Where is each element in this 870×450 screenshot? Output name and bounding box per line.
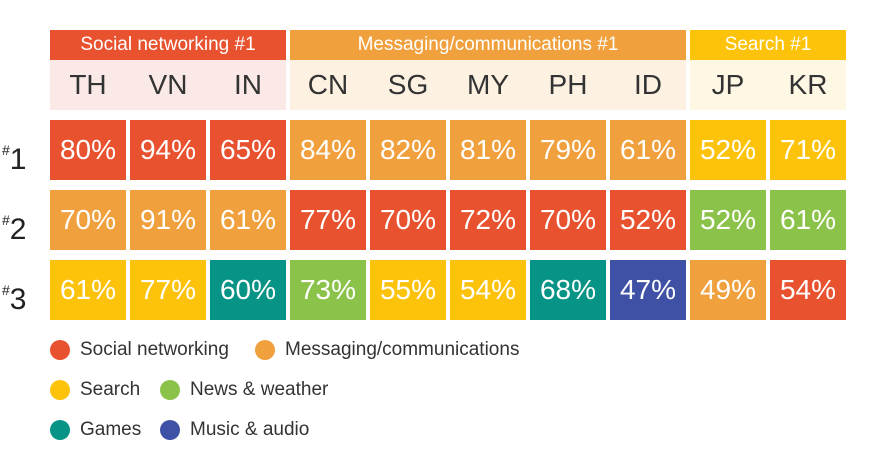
rank-label: #2 (2, 190, 46, 250)
country-label: SG (387, 69, 429, 100)
group-header: Social networking #1 (50, 30, 286, 60)
ranking-cell: 81% (450, 120, 526, 180)
ranking-cell: 84% (290, 120, 366, 180)
country-label: MY (467, 69, 509, 100)
ranking-cell: 68% (530, 260, 606, 320)
ranking-cell: 73% (290, 260, 366, 320)
ranking-cell: 71% (770, 120, 846, 180)
legend-dot (50, 340, 70, 360)
legend-dot (160, 420, 180, 440)
rank-number: 1 (9, 143, 27, 176)
ranking-cell: 82% (370, 120, 446, 180)
ranking-cell: 52% (690, 120, 766, 180)
group-header: Messaging/communications #1 (290, 30, 686, 60)
legend-dot (255, 340, 275, 360)
country-label: KR (788, 69, 828, 100)
ranking-cell: 79% (530, 120, 606, 180)
ranking-cell: 70% (370, 190, 446, 250)
legend-label: Messaging/communications (285, 339, 520, 360)
ranking-cell: 55% (370, 260, 446, 320)
rank-label: #1 (2, 120, 46, 180)
group-header: Search #1 (690, 30, 846, 60)
legend-item: Games (50, 418, 141, 442)
legend-item: Music & audio (160, 418, 309, 442)
ranking-cell: 91% (130, 190, 206, 250)
legend-item: Social networking (50, 338, 229, 362)
rank-mark: # (2, 212, 10, 228)
ranking-cell: 70% (50, 190, 126, 250)
rank-number: 3 (9, 283, 27, 316)
ranking-cell: 52% (690, 190, 766, 250)
legend-label: Music & audio (190, 419, 310, 440)
ranking-cell: 61% (770, 190, 846, 250)
legend-item: Messaging/communications (255, 338, 519, 362)
ranking-cell: 54% (450, 260, 526, 320)
country-label: CN (307, 69, 349, 100)
ranking-cell: 80% (50, 120, 126, 180)
ranking-cell: 60% (210, 260, 286, 320)
country-band (50, 60, 286, 110)
legend-label: News & weather (190, 379, 329, 400)
rank-mark: # (2, 142, 10, 158)
ranking-cell: 61% (50, 260, 126, 320)
country-label: VN (148, 69, 188, 100)
legend-dot (50, 420, 70, 440)
ranking-cell: 47% (610, 260, 686, 320)
ranking-cell: 65% (210, 120, 286, 180)
ranking-cell: 49% (690, 260, 766, 320)
country-band (690, 60, 846, 110)
rank-mark: # (2, 282, 10, 298)
ranking-cell: 52% (610, 190, 686, 250)
ranking-cell: 72% (450, 190, 526, 250)
legend-label: Games (80, 419, 142, 440)
ranking-cell: 61% (610, 120, 686, 180)
country-label: ID (634, 69, 662, 100)
ranking-cell: 70% (530, 190, 606, 250)
country-label: JP (711, 69, 745, 100)
ranking-cell: 61% (210, 190, 286, 250)
ranking-cell: 77% (130, 260, 206, 320)
legend-label: Social networking (80, 339, 229, 360)
legend-dot (160, 380, 180, 400)
legend-dot (50, 380, 70, 400)
ranking-cell: 77% (290, 190, 366, 250)
country-band (290, 60, 686, 110)
ranking-cell: 54% (770, 260, 846, 320)
legend-item: News & weather (160, 378, 328, 402)
country-label: IN (234, 69, 262, 100)
ranking-cell: 94% (130, 120, 206, 180)
country-label: TH (69, 69, 107, 100)
country-label: PH (548, 69, 588, 100)
legend-item: Search (50, 378, 140, 402)
rank-number: 2 (9, 213, 27, 246)
rank-label: #3 (2, 260, 46, 320)
legend-label: Search (80, 379, 141, 400)
